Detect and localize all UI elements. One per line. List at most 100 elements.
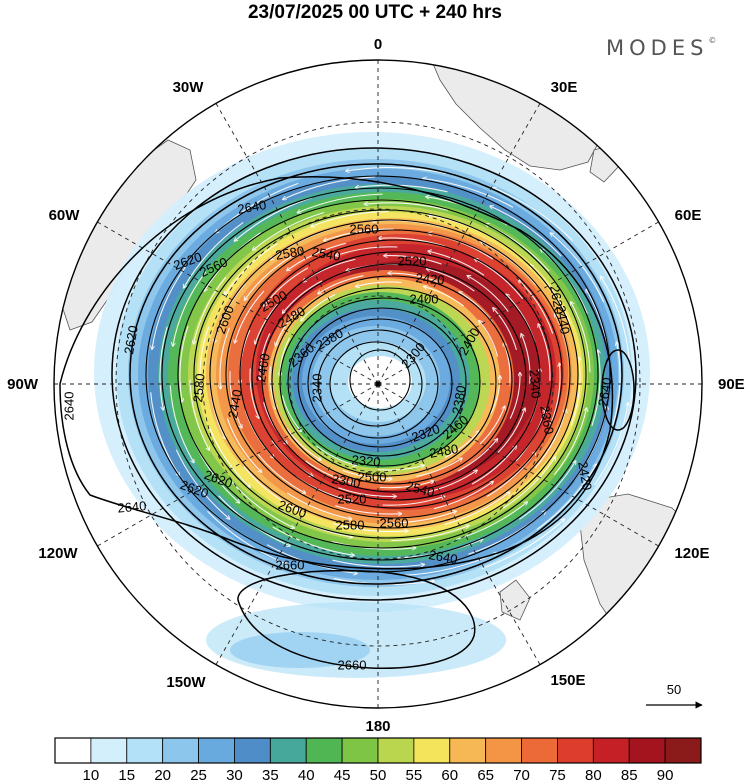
contour-label: 2580 — [190, 373, 207, 403]
contour-label: 2420 — [415, 270, 445, 287]
contour-label: 2480 — [428, 441, 459, 461]
meridian-line — [377, 103, 541, 385]
streamline — [378, 465, 424, 471]
lon-label-60w: 60W — [49, 207, 81, 224]
streamline — [356, 184, 448, 193]
height-contour — [193, 209, 579, 539]
streamline — [423, 179, 514, 208]
colorbar-frame — [54, 737, 702, 764]
streamline — [235, 290, 265, 343]
colorbar-swatch — [269, 737, 307, 764]
colorbar-tick-label: 40 — [298, 767, 315, 782]
streamline — [226, 418, 261, 472]
streamline — [504, 343, 511, 386]
streamline — [384, 256, 442, 265]
colorbar: 10 15 20 25 30 35 40 45 50 55 60 65 70 75 80 85 90 — [54, 737, 702, 782]
height-contour — [111, 147, 637, 601]
height-contour — [287, 297, 481, 467]
streamline — [256, 452, 305, 493]
streamline — [388, 273, 438, 283]
streamline — [152, 266, 186, 349]
colorbar-swatch — [628, 737, 666, 764]
streamline — [260, 333, 271, 379]
lon-label-0: 0 — [374, 36, 382, 53]
streamline — [571, 302, 591, 373]
colorbar-swatch — [90, 737, 128, 764]
streamline — [283, 280, 323, 313]
streamline — [315, 445, 356, 466]
brand-logo: MODES© — [606, 36, 716, 60]
streamline — [194, 276, 227, 344]
streamline — [538, 324, 551, 381]
streamline — [493, 308, 517, 350]
streamline — [332, 559, 425, 568]
contour-label: 2640 — [595, 376, 615, 407]
map-title: 23/07/2025 00 UTC + 240 hrs — [247, 2, 503, 23]
streamline — [570, 357, 580, 426]
streamline — [382, 496, 445, 506]
graticule — [54, 60, 702, 708]
contour-label: 2520 — [338, 491, 367, 506]
streamline — [475, 259, 524, 300]
lon-label-180: 180 — [365, 718, 390, 735]
streamline — [433, 482, 493, 510]
streamline — [479, 321, 499, 357]
height-contour — [209, 219, 571, 529]
contour-label: 2620 — [547, 284, 567, 315]
streamline — [175, 449, 229, 519]
streamline — [481, 242, 537, 286]
streamline — [356, 281, 402, 287]
streamline — [424, 287, 465, 307]
streamline — [379, 481, 434, 489]
colorbar-tick-label: 90 — [657, 767, 674, 782]
streamline — [275, 307, 301, 345]
colorbar-tick-label: 10 — [83, 767, 100, 782]
streamline — [324, 228, 394, 241]
streamline — [249, 368, 259, 418]
colorbar-swatch — [341, 737, 379, 764]
streamline — [333, 523, 408, 532]
streamline — [305, 460, 354, 483]
contour-label: 2540 — [311, 244, 342, 264]
new-zealand-land — [499, 579, 531, 621]
contour-label: 2320 — [351, 452, 381, 469]
contour-label: 2640 — [117, 498, 147, 515]
colorbar-tick-label: 60 — [441, 767, 458, 782]
streamline — [481, 519, 564, 570]
colorbar-tick-label: 50 — [370, 767, 387, 782]
streamline — [549, 364, 561, 425]
streamline — [534, 409, 566, 469]
streamline — [264, 267, 309, 306]
streamline — [424, 470, 477, 494]
colorbar-swatch — [305, 737, 343, 764]
streamline — [536, 464, 597, 531]
streamline — [253, 211, 325, 251]
brand-name: MODES — [606, 36, 709, 60]
colorbar-swatch — [413, 737, 451, 764]
colorbar-swatch — [521, 737, 558, 764]
inner-shade-10 — [348, 356, 412, 408]
contour-label: 2420 — [575, 460, 595, 491]
contour-label: 2360 — [537, 404, 557, 435]
latitude-circle-mid — [202, 208, 554, 560]
contour-2660-south — [237, 569, 476, 669]
australia-land — [579, 493, 702, 651]
lon-label-60e: 60E — [675, 207, 702, 224]
contour-2640-east — [601, 349, 635, 431]
streamline — [342, 469, 392, 478]
height-contour — [161, 187, 599, 561]
wind-scale: 50 — [646, 682, 703, 709]
streamline — [245, 255, 294, 301]
streamline — [519, 280, 554, 334]
streamline — [229, 371, 242, 428]
colorbar-swatch — [162, 737, 199, 764]
streamline — [200, 326, 210, 394]
meridian-line — [377, 383, 541, 665]
longitude-labels: 0 30E 60E 90E 120E 150E 180 150W 120W 90… — [7, 36, 745, 735]
colorbar-tick-label: 70 — [513, 767, 530, 782]
copyright-mark: © — [708, 36, 717, 45]
contour-label: 2640 — [236, 197, 267, 217]
streamline — [283, 176, 376, 200]
streamline — [207, 510, 287, 564]
